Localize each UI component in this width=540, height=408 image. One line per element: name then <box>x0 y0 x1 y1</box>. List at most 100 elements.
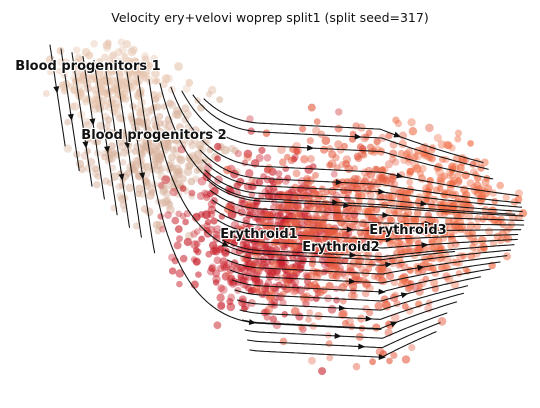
cell-point-erythroid2 <box>306 309 314 316</box>
cell-point-erythroid3 <box>415 193 424 202</box>
streamline <box>159 82 516 215</box>
cell-point-erythroid2 <box>366 190 375 199</box>
cell-point-erythroid1 <box>246 115 254 123</box>
cell-point-blood-progenitors-2 <box>129 102 137 110</box>
streamline <box>199 149 522 204</box>
cell-point-erythroid1 <box>201 189 209 197</box>
stream-arrowhead <box>118 173 125 181</box>
cell-point-blood-progenitors-2 <box>144 107 153 116</box>
cell-point-erythroid1 <box>219 285 228 294</box>
cell-point-erythroid2 <box>357 123 366 132</box>
cell-point-erythroid2 <box>374 301 383 311</box>
cell-point-erythroid1 <box>299 252 308 262</box>
cell-point-blood-progenitors-2 <box>64 118 71 126</box>
cell-point-erythroid1 <box>253 197 261 206</box>
cell-point-erythroid1 <box>276 292 285 301</box>
cell-point-erythroid3 <box>483 174 491 182</box>
cell-point-erythroid2 <box>277 145 286 155</box>
cell-point-erythroid1 <box>252 202 260 209</box>
cell-point-erythroid2 <box>320 209 329 218</box>
cell-point-erythroid2 <box>316 288 325 297</box>
cell-point-blood-progenitors-2 <box>195 141 204 150</box>
cell-point-blood-progenitors-2 <box>197 145 207 154</box>
cell-point-erythroid3 <box>454 171 462 179</box>
streamline <box>234 276 481 302</box>
cell-point-erythroid1 <box>255 154 264 162</box>
cell-point-erythroid3 <box>441 224 449 232</box>
cell-point-erythroid2 <box>245 200 254 209</box>
cell-point-blood-progenitors-2 <box>133 117 142 126</box>
stream-arrowhead <box>385 236 393 243</box>
cell-point-erythroid2 <box>264 305 274 314</box>
cell-point-erythroid2 <box>309 198 318 208</box>
stream-arrowhead <box>378 354 386 361</box>
cell-point-erythroid1 <box>206 267 215 276</box>
cell-point-blood-progenitors-1 <box>136 108 145 117</box>
cell-point-erythroid1 <box>249 260 257 268</box>
cell-point-blood-progenitors-2 <box>183 167 193 177</box>
cell-point-erythroid2 <box>262 221 272 231</box>
cell-point-blood-progenitors-2 <box>162 189 171 198</box>
cell-point-blood-progenitors-1 <box>143 69 151 76</box>
cell-point-blood-progenitors-2 <box>186 128 195 136</box>
cell-point-erythroid2 <box>297 243 306 252</box>
cell-point-erythroid2 <box>375 347 385 357</box>
cell-point-erythroid3 <box>456 163 465 172</box>
cell-point-erythroid2 <box>328 150 337 159</box>
cell-point-erythroid1 <box>297 260 306 269</box>
cell-point-blood-progenitors-2 <box>152 96 160 103</box>
cell-point-erythroid1 <box>327 304 337 314</box>
cell-point-erythroid2 <box>346 262 355 271</box>
cell-point-erythroid3 <box>442 255 452 265</box>
cell-point-blood-progenitors-2 <box>115 183 123 191</box>
cell-point-erythroid1 <box>236 177 245 186</box>
cell-point-erythroid1 <box>263 259 271 266</box>
cell-point-erythroid2 <box>317 130 326 139</box>
cell-point-blood-progenitors-2 <box>199 158 207 166</box>
streamline <box>224 249 512 266</box>
cell-point-blood-progenitors-1 <box>99 96 108 106</box>
cell-point-blood-progenitors-1 <box>152 78 159 85</box>
cell-point-erythroid3 <box>412 164 422 173</box>
cell-point-erythroid3 <box>496 181 504 190</box>
cell-point-erythroid3 <box>436 185 444 192</box>
cell-point-erythroid2 <box>344 214 352 222</box>
cell-point-blood-progenitors-2 <box>117 142 127 151</box>
cell-point-erythroid2 <box>302 206 310 214</box>
cell-point-erythroid3 <box>424 263 433 272</box>
cell-point-erythroid3 <box>473 188 483 198</box>
cell-point-erythroid1 <box>213 321 222 330</box>
cell-point-erythroid2 <box>324 228 333 237</box>
cell-point-erythroid1 <box>227 293 236 302</box>
cell-point-erythroid2 <box>292 169 301 178</box>
cell-point-erythroid2 <box>388 175 397 184</box>
cell-point-blood-progenitors-2 <box>231 146 239 155</box>
cell-point-erythroid2 <box>347 291 357 300</box>
cell-point-erythroid3 <box>491 198 499 205</box>
cell-point-erythroid1 <box>157 181 165 189</box>
streamline <box>60 48 80 172</box>
cell-point-erythroid1 <box>226 298 234 306</box>
cell-point-erythroid2 <box>328 236 338 246</box>
streamline <box>231 268 491 293</box>
cell-point-erythroid2 <box>332 182 340 190</box>
stream-arrowhead <box>421 242 429 249</box>
cell-point-erythroid2 <box>270 260 279 270</box>
cell-point-erythroid3 <box>443 263 452 272</box>
cell-point-erythroid3 <box>408 126 418 136</box>
cell-point-blood-progenitors-2 <box>173 106 182 115</box>
cell-point-erythroid3 <box>354 256 363 265</box>
cell-point-blood-progenitors-2 <box>186 161 194 170</box>
cell-point-erythroid3 <box>465 212 474 221</box>
cell-point-blood-progenitors-2 <box>140 205 149 214</box>
cell-point-erythroid3 <box>428 203 438 212</box>
cell-point-blood-progenitors-1 <box>174 62 183 71</box>
cell-point-erythroid2 <box>279 337 288 346</box>
cell-point-erythroid1 <box>204 163 213 172</box>
cell-point-erythroid3 <box>455 176 463 185</box>
cell-point-blood-progenitors-2 <box>145 146 154 155</box>
cell-point-erythroid1 <box>214 155 221 162</box>
cell-point-erythroid3 <box>424 230 432 238</box>
cell-point-erythroid2 <box>327 159 337 168</box>
cell-point-erythroid1 <box>212 275 221 284</box>
